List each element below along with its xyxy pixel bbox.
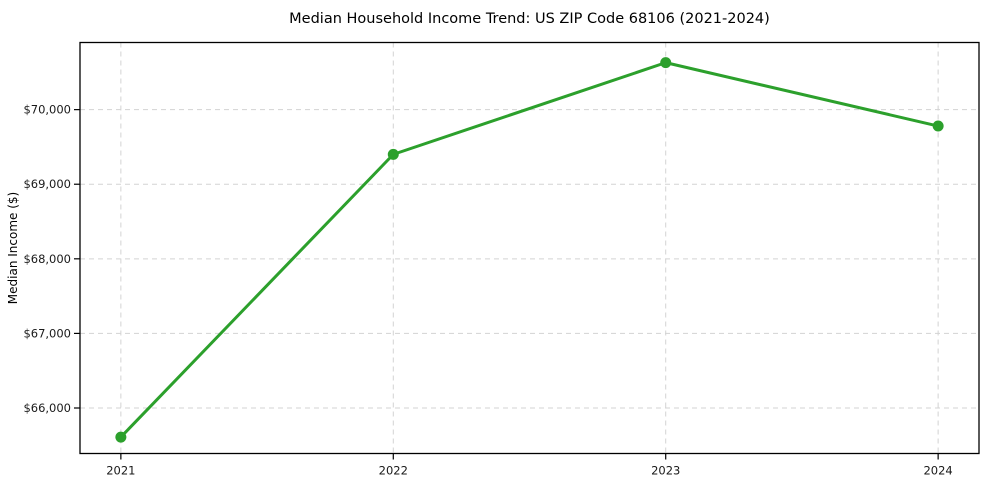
data-point-2024 [932, 120, 944, 132]
x-tick-label: 2024 [923, 464, 952, 478]
x-tick-label: 2021 [106, 464, 135, 478]
plot-border [79, 41, 980, 455]
y-tick-label: $69,000 [23, 177, 71, 191]
y-tick-label: $66,000 [23, 401, 71, 415]
data-point-2023 [660, 57, 672, 69]
y-tick-label: $70,000 [23, 103, 71, 117]
data-point-2021 [115, 431, 127, 443]
y-tick-label: $67,000 [23, 326, 71, 340]
x-tick-label: 2022 [379, 464, 408, 478]
data-point-2022 [387, 148, 399, 160]
x-tick-label: 2023 [651, 464, 680, 478]
chart-title: Median Household Income Trend: US ZIP Co… [289, 11, 770, 27]
trend-line [119, 61, 940, 439]
grid-layer [80, 42, 979, 454]
series-layer [115, 57, 944, 443]
axis-layer: $66,000 $67,000 $68,000 $69,000 $70,000 2021 2… [23, 103, 952, 478]
y-tick-label: $68,000 [23, 252, 71, 266]
y-axis-title: Median Income ($) [6, 192, 20, 304]
